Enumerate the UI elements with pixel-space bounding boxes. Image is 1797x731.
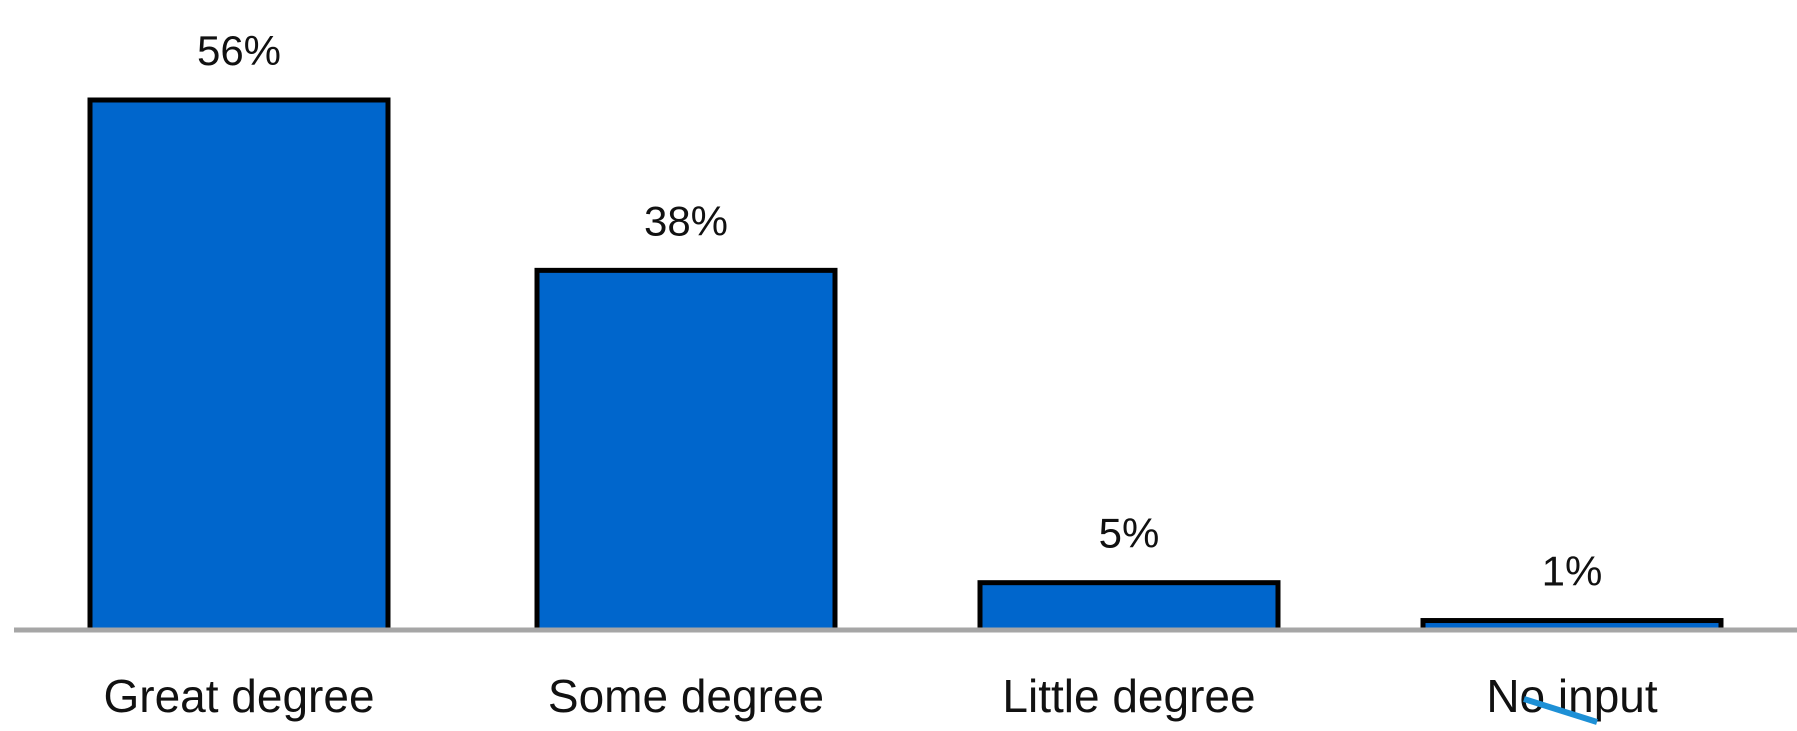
value-label: 38% (644, 197, 728, 244)
category-label: Great degree (103, 670, 374, 722)
bar-some-degree (534, 267, 838, 633)
value-labels-layer: 56% 38% 5% 1% (197, 27, 1602, 595)
value-label: 56% (197, 27, 281, 74)
bar-little-degree (977, 580, 1281, 633)
value-label: 5% (1099, 510, 1160, 557)
bar-great-degree (87, 97, 391, 633)
value-label: 1% (1542, 548, 1603, 595)
cursor-pointer-icon (1523, 696, 1598, 725)
category-labels-layer: Great degree Some degree Little degree No i… (103, 670, 1657, 722)
bars-layer (87, 97, 1724, 633)
category-label: Little degree (1002, 670, 1255, 722)
category-label: Some degree (548, 670, 824, 722)
